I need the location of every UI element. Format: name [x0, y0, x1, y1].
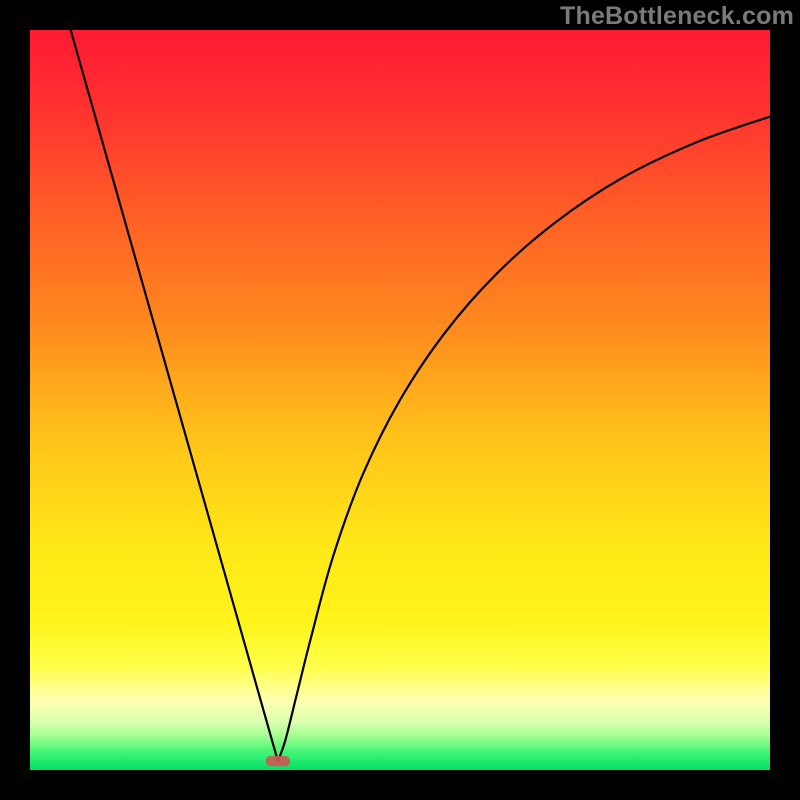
watermark-text: TheBottleneck.com [560, 2, 794, 31]
gradient-plot [30, 30, 770, 770]
chart-frame [30, 30, 770, 770]
bottleneck-marker [266, 756, 290, 766]
